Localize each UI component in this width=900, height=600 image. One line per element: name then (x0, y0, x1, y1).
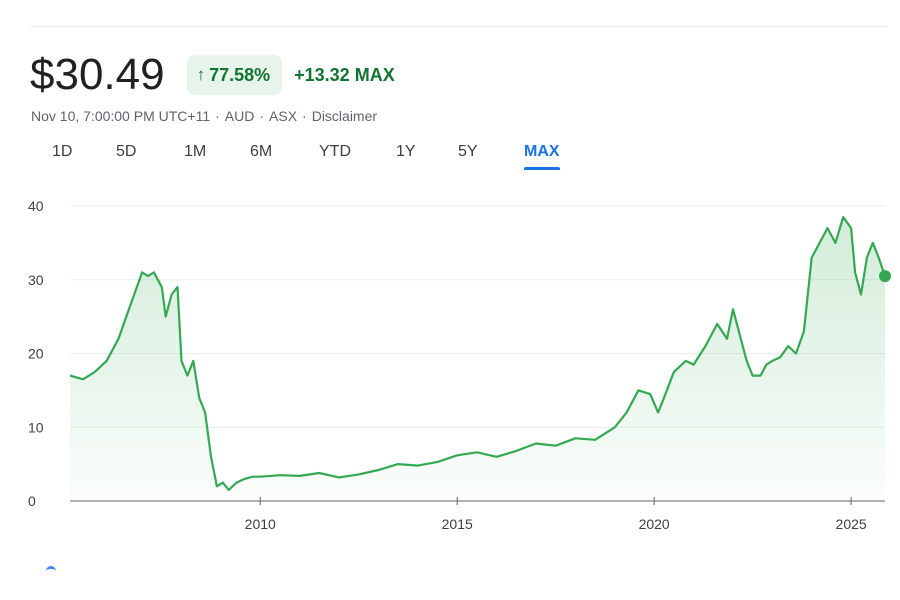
price-row: $30.49 ↑ 77.58% +13.32 MAX (30, 48, 395, 102)
percent-change-value: 77.58% (209, 64, 271, 85)
tab-1d[interactable]: 1D (52, 143, 73, 160)
x-tick-label: 2010 (245, 516, 276, 532)
x-tick-label: 2020 (639, 516, 670, 532)
tab-1y[interactable]: 1Y (396, 143, 416, 160)
y-tick-label: 30 (28, 272, 44, 288)
arrow-up-icon: ↑ (196, 65, 206, 84)
tab-max[interactable]: MAX (524, 140, 560, 170)
x-tick-label: 2015 (442, 516, 473, 532)
meta-separator: · (302, 108, 307, 124)
percent-change-badge: ↑ 77.58% (186, 55, 283, 95)
quote-meta: Nov 10, 7:00:00 PM UTC+11 · AUD · ASX · … (31, 108, 377, 124)
time-range-tabs: 1D 5D 1M 6M YTD 1Y 5Y MAX (30, 140, 630, 170)
disclaimer-link[interactable]: Disclaimer (311, 108, 378, 124)
y-tick-label: 10 (28, 419, 44, 435)
y-tick-label: 0 (28, 493, 36, 509)
meta-separator: · (215, 108, 220, 124)
y-tick-label: 20 (28, 346, 44, 362)
price-area (70, 217, 885, 501)
tab-1m[interactable]: 1M (184, 143, 207, 160)
absolute-change-value: +13.32 (294, 64, 350, 85)
quote-exchange: ASX (269, 108, 298, 124)
meta-separator: · (259, 108, 265, 124)
current-price: $30.49 (30, 50, 165, 99)
price-chart[interactable]: 0 10 20 30 40 2010 2015 2020 2025 (0, 185, 900, 545)
tab-6m[interactable]: 6M (250, 143, 273, 160)
price-line (69, 216, 887, 491)
tab-ytd[interactable]: YTD (319, 143, 351, 160)
loading-indicator (46, 566, 56, 571)
tab-5y[interactable]: 5Y (458, 143, 478, 160)
tab-5d[interactable]: 5D (116, 143, 137, 160)
top-divider (30, 26, 888, 27)
quote-timestamp: Nov 10, 7:00:00 PM UTC+11 (31, 108, 211, 124)
last-price-marker (879, 270, 891, 283)
y-tick-label: 40 (28, 198, 44, 214)
quote-currency: AUD (224, 108, 255, 124)
change-range-label: MAX (354, 64, 395, 85)
x-tick-label: 2025 (836, 516, 867, 532)
